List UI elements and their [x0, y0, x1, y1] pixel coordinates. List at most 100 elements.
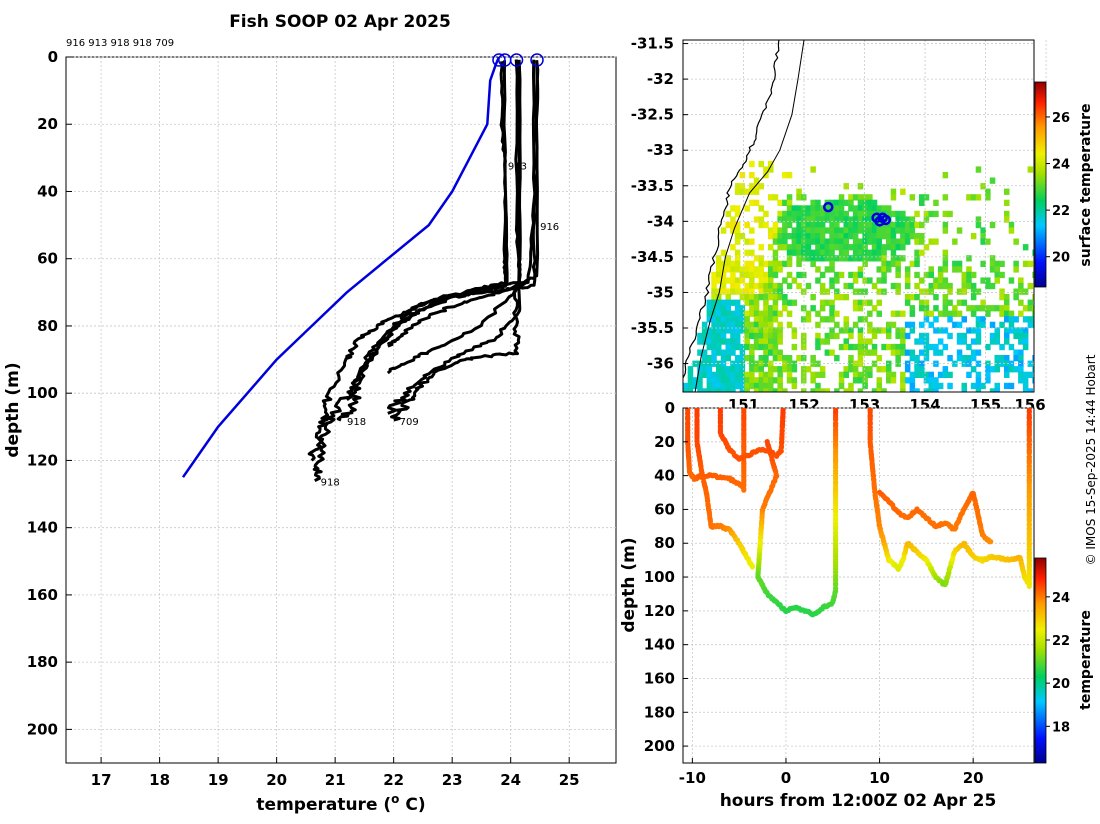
sst-pixel	[862, 244, 868, 251]
sst-pixel	[739, 233, 746, 240]
sst-pixel	[711, 271, 717, 279]
sst-pixel	[857, 388, 864, 392]
sst-pixel	[739, 349, 746, 356]
sst-pixel	[796, 205, 802, 212]
sst-pixel	[815, 388, 821, 392]
sst-pixel	[730, 382, 736, 390]
sst-pixel	[928, 282, 934, 290]
sst-pixel	[725, 277, 731, 284]
sst-pixel	[772, 316, 779, 323]
sst-pixel	[782, 394, 788, 400]
sst-pixel	[890, 249, 897, 256]
sst-pixel	[763, 321, 769, 328]
sst-pixel	[937, 271, 944, 279]
profile-x-tick-label: 18	[149, 771, 170, 789]
sst-pixel	[989, 332, 996, 340]
temperature-point	[780, 408, 786, 413]
sst-pixel	[843, 183, 849, 190]
sst-pixel	[928, 377, 934, 384]
sst-pixel	[768, 194, 774, 201]
sst-pixel	[777, 210, 783, 218]
sst-pixel	[975, 382, 982, 390]
sst-pixel	[886, 377, 892, 384]
sst-pixel	[923, 299, 930, 306]
sst-pixel	[933, 210, 939, 218]
sst-pixel	[791, 205, 798, 212]
sst-pixel	[862, 371, 868, 378]
sst-pixel	[937, 349, 944, 356]
sst-pixel	[805, 205, 812, 212]
sst-pixel	[834, 294, 840, 301]
sst-pixel	[725, 210, 731, 218]
sst-pixel	[734, 338, 741, 345]
sst-pixel	[919, 321, 925, 328]
sst-pixel	[975, 221, 982, 229]
sst-pixel	[871, 332, 878, 340]
sst-pixel	[819, 216, 826, 223]
sst-pixel	[975, 327, 982, 334]
sst-pixel	[801, 332, 807, 340]
sst-pixel	[768, 271, 774, 279]
sst-pixel	[796, 227, 802, 234]
sst-pixel	[1027, 371, 1034, 378]
sst-pixel	[829, 282, 835, 290]
sst-pixel	[881, 260, 887, 267]
sst-pixel	[1004, 360, 1010, 367]
sst-pixel	[937, 277, 944, 284]
sst-pixel	[956, 288, 963, 295]
sst-pixel	[777, 338, 783, 345]
sst-pixel	[843, 249, 849, 256]
sst-pixel	[815, 371, 821, 378]
sst-pixel	[876, 277, 882, 284]
sst-pixel	[937, 371, 944, 378]
sst-pixel	[720, 388, 727, 392]
sst-pixel	[1032, 294, 1034, 301]
sst-pixel	[782, 199, 788, 206]
sst-pixel	[871, 388, 878, 392]
sst-pixel	[824, 227, 831, 234]
sst-pixel	[692, 382, 698, 390]
sst-pixel	[796, 355, 802, 362]
sst-pixel	[734, 310, 741, 317]
sst-pixel	[928, 266, 934, 273]
sst-pixel	[999, 310, 1005, 317]
sst-pixel	[867, 327, 873, 334]
sst-pixel	[716, 288, 722, 295]
sst-pixel	[753, 188, 760, 195]
sst-pixel	[744, 321, 750, 328]
sst-pixel	[895, 260, 901, 267]
sst-pixel	[862, 299, 868, 306]
sst-pixel	[904, 266, 911, 273]
sst-pixel	[791, 249, 798, 256]
sst-pixel	[805, 238, 812, 245]
sst-pixel	[772, 338, 779, 345]
sst-pixel	[834, 332, 840, 340]
timeseries-y-tick-label: 180	[644, 703, 675, 721]
sst-pixel	[768, 260, 774, 267]
sst-pixel	[857, 332, 864, 340]
sst-pixel	[843, 238, 849, 245]
sst-pixel	[796, 216, 802, 223]
sst-pixel	[768, 366, 774, 373]
profile-x-tick-label: 25	[559, 771, 580, 789]
sst-pixel	[824, 244, 831, 251]
sst-pixel	[777, 394, 783, 400]
sst-pixel	[904, 299, 911, 306]
sst-pixel	[758, 160, 764, 168]
sst-pixel	[1004, 338, 1010, 345]
sst-pixel	[749, 343, 755, 351]
sst-pixel	[815, 382, 821, 390]
sst-pixel	[919, 221, 925, 229]
map-y-tick-label: -33.5	[631, 177, 674, 195]
sst-pixel	[876, 205, 882, 212]
sst-pixel	[980, 260, 986, 267]
sst-pixel	[848, 355, 854, 362]
sst-pixel	[942, 221, 949, 229]
profile-labels: 916 913 918 918 709	[321, 53, 559, 489]
sst-pixel	[777, 366, 783, 373]
sst-pixel	[758, 282, 764, 290]
sst-pixel	[900, 371, 906, 378]
sst-pixel	[753, 294, 760, 301]
sst-pixel	[782, 294, 788, 301]
sst-pixel	[749, 294, 755, 301]
